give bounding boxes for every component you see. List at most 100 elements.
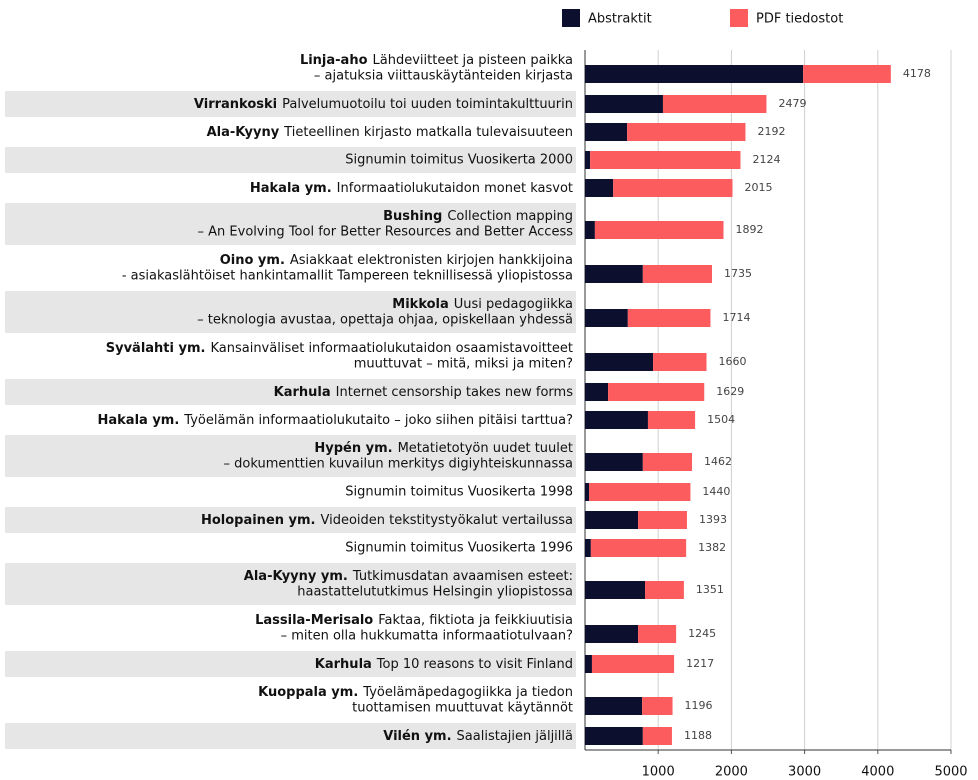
bar-segment — [585, 581, 646, 599]
total-label: 1196 — [685, 699, 713, 712]
author: Mikkola — [392, 297, 449, 312]
category-label: muuttuvat – mitä, miksi ja miten? — [354, 357, 573, 372]
category-label: Hakala ym. Työelämän informaatiolukutaito… — [98, 413, 574, 428]
category-label: – miten olla hukkumatta informaatiotulva… — [281, 629, 573, 644]
title: Työelämäpedagogiikka ja tiedon — [362, 685, 573, 700]
title: Internet censorship takes new forms — [336, 385, 574, 400]
author: Karhula — [274, 385, 331, 400]
author: Virrankoski — [194, 97, 277, 112]
category-label: Kuoppala ym. Työelämäpedagogiikka ja tied… — [258, 685, 573, 700]
author: Oino ym. — [220, 253, 285, 268]
row-band — [5, 379, 576, 405]
author: Syvälahti ym. — [106, 341, 206, 356]
bar-segment — [803, 65, 891, 83]
total-label: 2192 — [757, 125, 785, 138]
title: Videoiden tekstitystyökalut vertailussa — [321, 513, 574, 528]
author: Linja-aho — [300, 53, 368, 68]
total-label: 2479 — [778, 97, 806, 110]
total-label: 1462 — [704, 455, 732, 468]
author: Hakala ym. — [98, 413, 180, 428]
title: Saalistajien jäljillä — [457, 729, 573, 744]
bar-segment — [585, 511, 639, 529]
category-label: Signumin toimitus Vuosikerta 1996 — [345, 541, 573, 556]
category-label: Syvälahti ym. Kansainväliset informaatiol… — [106, 341, 573, 356]
title: Uusi pedagogiikka — [454, 297, 573, 312]
bar-segment — [585, 697, 643, 715]
title: Faktaa, fiktiota ja feikkiuutisia — [378, 613, 573, 628]
total-label: 1382 — [698, 541, 726, 554]
category-label: Signumin toimitus Vuosikerta 2000 — [345, 153, 573, 168]
category-label: Virrankoski Palvelumuotoilu toi uuden toi… — [194, 97, 573, 112]
bar-segment — [608, 383, 705, 401]
category-label: Mikkola Uusi pedagogiikka — [392, 297, 573, 312]
bar-segment — [591, 655, 675, 673]
bar-segment — [585, 411, 648, 429]
category-label: haastattelututkimus Helsingin yliopistos… — [297, 585, 573, 600]
bar-segment — [590, 539, 687, 557]
title: Top 10 reasons to visit Finland — [376, 657, 573, 672]
bar-segment — [653, 353, 707, 371]
row-band — [5, 435, 576, 477]
row-backgrounds — [5, 91, 576, 749]
title: Kansainväliset informaatiolukutaidon osa… — [210, 341, 573, 356]
bar-segment — [645, 581, 684, 599]
author: Kuoppala ym. — [258, 685, 358, 700]
bar-segment — [638, 511, 687, 529]
bar-segment — [642, 697, 673, 715]
bar-segment — [585, 95, 663, 113]
bar-segment — [638, 625, 677, 643]
title: Metatietotyön uudet tuulet — [398, 441, 573, 456]
bar-segment — [585, 353, 654, 371]
x-tick-label: 5000 — [934, 765, 967, 780]
bar-segment — [585, 65, 804, 83]
total-label: 1188 — [684, 729, 712, 742]
category-label: Linja-aho Lähdeviitteet ja pisteen paikka — [300, 53, 573, 68]
bar-segment — [585, 309, 628, 327]
category-label: Hakala ym. Informaatiolukutaidon monet ka… — [250, 181, 573, 196]
bar-segment — [594, 221, 724, 239]
legend-label: Abstraktit — [588, 12, 652, 27]
bar-segment — [642, 265, 713, 283]
author: Ala-Kyyny — [207, 125, 280, 140]
bar-segment — [585, 539, 591, 557]
title: Collection mapping — [447, 209, 573, 224]
row-band — [5, 723, 576, 749]
bar-segment — [590, 151, 741, 169]
total-label: 2015 — [744, 181, 772, 194]
bar-segment — [585, 453, 643, 471]
bar-segment — [585, 727, 643, 745]
category-label: Ala-Kyyny Tieteellinen kirjasto matkalla … — [207, 125, 573, 140]
category-label: – An Evolving Tool for Better Resources … — [198, 225, 574, 240]
x-tick-label: 3000 — [788, 765, 821, 780]
category-label: Karhula Internet censorship takes new for… — [274, 385, 574, 400]
category-label: Signumin toimitus Vuosikerta 1998 — [345, 485, 573, 500]
bar-segment — [585, 625, 639, 643]
total-label: 1351 — [696, 583, 724, 596]
total-label: 1660 — [719, 355, 747, 368]
bar-segment — [585, 383, 609, 401]
bar-segment — [585, 123, 628, 141]
x-tick-label: 4000 — [861, 765, 894, 780]
category-label: – ajatuksia viittauskäytänteiden kirjast… — [314, 69, 573, 84]
category-label: Karhula Top 10 reasons to visit Finland — [315, 657, 573, 672]
title: Tutkimusdatan avaamisen esteet: — [352, 569, 573, 584]
author: Holopainen ym. — [201, 513, 316, 528]
category-label: Bushing Collection mapping — [383, 209, 573, 224]
row-band — [5, 563, 576, 605]
category-label: Oino ym. Asiakkaat elektronisten kirjojen… — [220, 253, 573, 268]
title: Tieteellinen kirjasto matkalla tulevaisu… — [283, 125, 573, 140]
x-tick-label: 2000 — [715, 765, 748, 780]
bar-segment — [585, 483, 590, 501]
author: Vilén ym. — [383, 729, 451, 744]
bar-segment — [585, 179, 614, 197]
title: Asiakkaat elektronisten kirjojen hankkij… — [290, 253, 573, 268]
total-label: 1393 — [699, 513, 727, 526]
total-label: 1714 — [722, 311, 750, 324]
category-label: - asiakaslähtöiset hankintamallit Tamper… — [122, 269, 573, 284]
author: Hakala ym. — [250, 181, 332, 196]
row-band — [5, 651, 576, 677]
total-label: 2124 — [752, 153, 780, 166]
bar-segment — [613, 179, 733, 197]
row-band — [5, 507, 576, 533]
